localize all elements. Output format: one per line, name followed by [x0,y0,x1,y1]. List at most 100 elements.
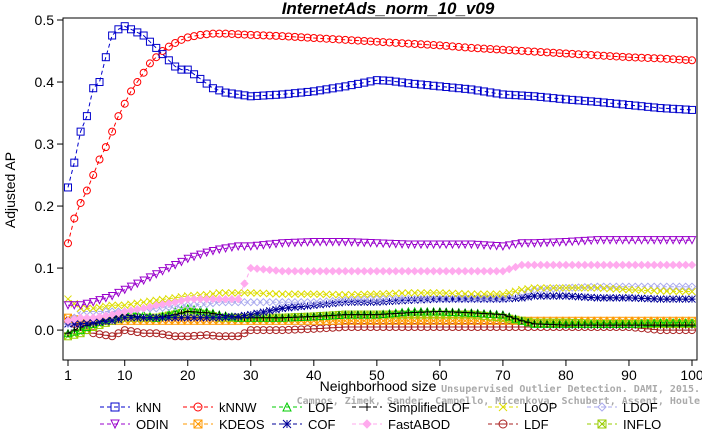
data-point [442,308,450,316]
data-point [183,33,192,42]
data-point [372,37,381,46]
data-point [385,297,394,306]
data-point [234,289,243,297]
data-point [347,290,356,299]
data-point [586,236,596,246]
data-point [669,287,677,296]
data-point [296,238,306,248]
data-point [681,236,691,245]
data-point [278,290,287,298]
data-point [145,59,154,68]
data-point [271,266,281,275]
series-fastabod [63,260,697,325]
data-point [467,43,476,52]
data-point [656,282,665,291]
legend-item: LDOF [587,400,658,415]
data-point [76,301,85,310]
data-point [410,39,419,48]
data-point [240,297,249,307]
data-point [392,309,400,317]
data-point [214,245,224,255]
data-point [107,310,117,319]
data-point [498,266,508,276]
data-point [164,56,173,65]
data-point [580,293,589,301]
data-point [265,307,274,315]
data-point [246,310,255,319]
data-point [681,55,690,64]
data-point [561,49,570,58]
data-point [126,282,136,292]
data-point [145,37,154,46]
data-point [196,74,205,83]
data-point [441,240,451,250]
data-point [618,52,627,61]
data-point [284,89,293,98]
data-point [183,254,193,264]
data-point [95,303,104,312]
data-point [196,300,205,309]
data-point [618,285,627,294]
data-point [391,294,400,304]
data-point [536,292,545,300]
data-point [234,30,243,39]
data-point [360,298,369,307]
data-point [662,282,671,291]
data-point [208,247,218,256]
data-point [114,301,123,310]
data-point [681,105,690,114]
data-point [328,238,338,247]
data-point [624,53,633,62]
data-point [650,294,659,303]
data-point [416,80,425,89]
data-point [341,82,350,91]
data-point [675,295,684,303]
data-point [593,284,602,292]
y-tick-label: 0.5 [35,12,55,28]
data-point [378,294,388,304]
data-point [146,297,154,306]
data-point [404,294,413,304]
data-point [486,266,495,276]
data-point [492,266,501,276]
data-point [650,321,658,329]
data-point [460,240,470,250]
data-point [164,313,173,322]
data-point [354,290,362,299]
data-point [397,240,407,249]
data-point [372,239,382,248]
legend-item: LOF [272,400,333,415]
data-point [662,236,672,245]
data-point [605,282,615,291]
data-point [221,313,230,322]
data-point [524,293,532,301]
data-point [259,31,268,40]
data-point [435,266,445,276]
data-point [410,79,419,88]
data-point [353,295,363,305]
data-point [638,321,646,329]
data-point [234,332,243,341]
data-point [416,266,426,276]
data-point [151,270,161,279]
data-point [441,266,451,276]
legend-label: KDEOS [219,417,265,432]
data-point [631,294,640,302]
legend-label: ODIN [136,417,169,432]
data-point [555,284,564,293]
data-point [624,100,633,109]
data-point [303,238,312,247]
data-point [568,283,577,292]
data-point [64,183,72,192]
data-point [328,299,337,308]
data-point [631,321,639,329]
data-point [272,290,280,298]
data-point [385,266,394,276]
data-point [404,39,413,48]
data-point [353,36,362,45]
data-point [88,298,98,307]
data-point [561,260,571,270]
data-point [228,313,236,321]
data-point [530,47,539,56]
data-point [555,292,564,300]
